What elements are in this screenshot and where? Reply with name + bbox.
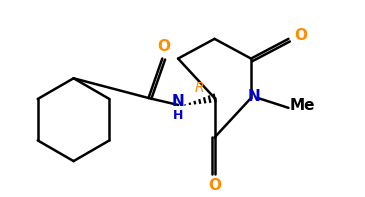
Text: H: H bbox=[173, 109, 183, 122]
Text: N: N bbox=[172, 94, 184, 110]
Text: O: O bbox=[208, 178, 221, 193]
Text: N: N bbox=[247, 88, 260, 104]
Text: R: R bbox=[195, 81, 204, 95]
Text: Me: Me bbox=[289, 98, 315, 113]
Text: O: O bbox=[157, 39, 170, 54]
Text: O: O bbox=[294, 28, 307, 43]
